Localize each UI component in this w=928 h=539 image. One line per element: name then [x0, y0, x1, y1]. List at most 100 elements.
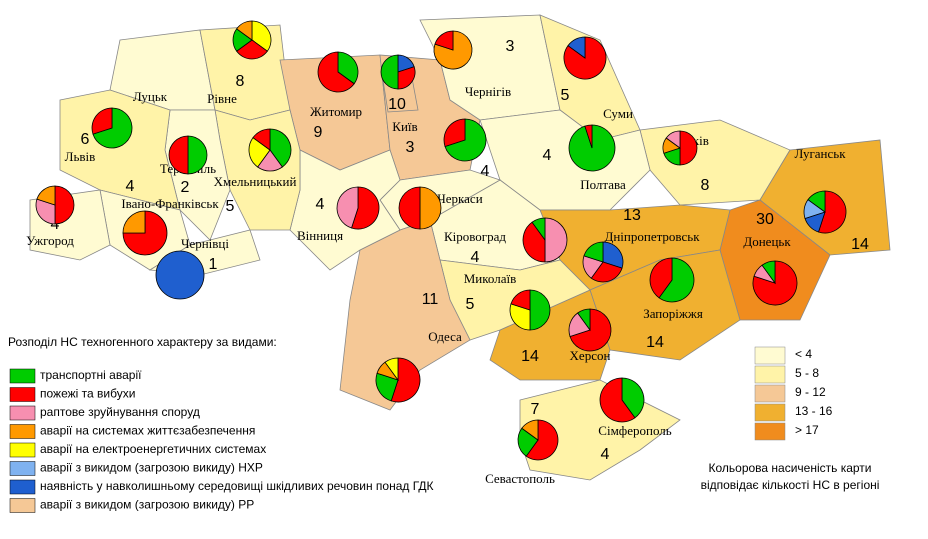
- region-name: Вінниця: [297, 228, 343, 243]
- region-count: 8: [236, 73, 245, 90]
- legend-label: наявність у навколишньому середовищі шкі…: [40, 479, 434, 493]
- region-count: 4: [481, 163, 490, 180]
- region-name: Херсон: [570, 348, 611, 363]
- region-name: Миколаїв: [464, 271, 517, 286]
- pie-slice: [252, 128, 271, 151]
- pie-slice: [155, 250, 205, 300]
- region-count: 30: [756, 211, 774, 228]
- region-count: 7: [531, 401, 540, 418]
- region-count: 4: [543, 147, 552, 164]
- pie-slice: [577, 308, 591, 332]
- region-name: Івано-Франківськ: [121, 196, 219, 211]
- pie-slice: [544, 217, 568, 263]
- region-count: 4: [601, 446, 610, 463]
- pie-slice: [510, 289, 531, 311]
- pie-slice: [517, 427, 539, 457]
- region-count: 13: [623, 207, 641, 224]
- pie-slice: [665, 130, 681, 149]
- pie-slice: [251, 20, 272, 52]
- pie-slice: [621, 377, 645, 419]
- pie-slice: [509, 303, 531, 331]
- pie-slice: [397, 66, 416, 90]
- pie-slice: [398, 186, 421, 230]
- regions: [29, 14, 891, 481]
- pie-slice: [380, 54, 399, 90]
- pie-slice: [602, 241, 624, 269]
- region-count: 4: [316, 196, 325, 213]
- legend-title: Розподіл НС техногенного характеру за ви…: [8, 335, 277, 349]
- scale-swatch: [754, 403, 786, 422]
- region-count: 9: [314, 124, 323, 141]
- region-count: 8: [701, 177, 710, 194]
- region-count: 6: [81, 131, 90, 148]
- legend-label: аварії на системах життєзабезпечення: [40, 424, 255, 438]
- region-count: 5: [226, 198, 235, 215]
- pie-slice: [384, 357, 399, 382]
- pie-slice: [569, 308, 612, 352]
- region-count: 11: [422, 291, 439, 308]
- pie-slice: [122, 210, 146, 234]
- region-count: 14: [851, 236, 869, 253]
- region-name: Запоріжжя: [643, 306, 703, 321]
- region-count: 4: [471, 249, 480, 266]
- pie-slice: [390, 357, 421, 403]
- scale-swatch: [754, 365, 786, 384]
- region-name: Чернігів: [465, 84, 511, 99]
- legend-label: раптове зруйнування споруд: [40, 405, 200, 419]
- scale-label: > 17: [795, 423, 819, 437]
- pie-slice: [599, 377, 636, 423]
- pie-slice: [679, 130, 698, 166]
- pie-slice: [92, 107, 133, 149]
- region-count: 10: [388, 96, 406, 113]
- scale-swatch: [754, 422, 786, 441]
- pie-slice: [236, 20, 253, 41]
- pie-slice: [336, 186, 359, 229]
- scale-label: 5 - 8: [795, 366, 819, 380]
- region-count: 1: [209, 256, 218, 273]
- scale-swatch: [754, 346, 786, 365]
- region-name: Суми: [603, 106, 633, 121]
- pie-slice: [529, 289, 551, 331]
- scale-swatch: [754, 384, 786, 403]
- scale-label: 13 - 16: [795, 404, 833, 418]
- pie-slice: [443, 118, 466, 147]
- region-name: Львів: [65, 149, 96, 164]
- pie-slice: [269, 128, 292, 168]
- legend-swatch: [9, 479, 36, 495]
- pie-slice: [649, 257, 673, 299]
- labels: ЛуцькРівне8Житомир93Чернігів3Суми5Харків…: [26, 38, 869, 486]
- legend-swatch: [9, 368, 36, 384]
- pie-slice: [584, 124, 593, 149]
- region-name: Хмельницький: [214, 174, 297, 189]
- region-name: Полтава: [580, 177, 626, 192]
- legend-swatch: [9, 387, 36, 402]
- region-name: Житомир: [310, 104, 362, 119]
- scale-label: 9 - 12: [795, 385, 826, 399]
- region-name: Луганськ: [794, 146, 846, 161]
- region-name: Донецьк: [743, 234, 791, 249]
- region-count: 5: [466, 296, 475, 313]
- pie-slice: [525, 419, 559, 461]
- region-count: 4: [126, 178, 135, 195]
- pie-slice: [434, 30, 454, 51]
- legend-label: транспортні аварії: [40, 368, 142, 382]
- pie-slice: [583, 241, 604, 263]
- region-count: 14: [646, 334, 664, 351]
- pie-slice: [761, 260, 776, 285]
- pie-slice: [658, 257, 695, 303]
- pie-slice: [522, 221, 546, 263]
- region-count: 3: [506, 38, 515, 55]
- region-name: Луцьк: [133, 89, 168, 104]
- scale-note: відповідає кількості НС в регіоні: [701, 478, 880, 492]
- pie-slice: [187, 135, 208, 175]
- pies: [35, 20, 847, 461]
- pie-slice: [444, 118, 487, 162]
- legend-swatch: [9, 442, 36, 458]
- pie-slice: [375, 372, 399, 402]
- region-name: Одеса: [428, 329, 462, 344]
- legend-swatch: [9, 424, 36, 439]
- legend: Розподіл НС техногенного характеру за ви…: [8, 335, 880, 513]
- legend-label: аварії на електроенергетичних системах: [40, 442, 266, 456]
- legend-swatch: [9, 498, 36, 513]
